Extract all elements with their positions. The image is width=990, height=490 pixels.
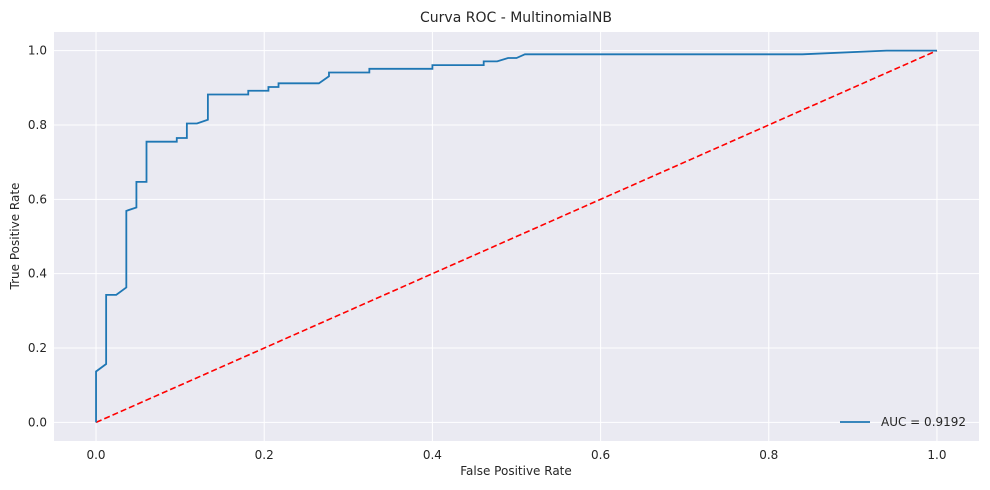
y-tick-label: 0.2	[28, 341, 47, 355]
y-axis-ticks: 0.0 0.2 0.4 0.6 0.8 1.0	[28, 44, 47, 430]
x-axis-label: False Positive Rate	[460, 464, 572, 478]
y-tick-label: 1.0	[28, 44, 47, 58]
x-tick-label: 0.8	[759, 448, 778, 462]
y-tick-label: 0.4	[28, 267, 47, 281]
chart-title: Curva ROC - MultinomialNB	[420, 10, 612, 26]
x-tick-label: 0.6	[591, 448, 610, 462]
grid	[54, 32, 979, 441]
x-tick-label: 1.0	[927, 448, 946, 462]
x-tick-label: 0.4	[423, 448, 442, 462]
y-tick-label: 0.8	[28, 118, 47, 132]
x-tick-label: 0.2	[255, 448, 274, 462]
x-tick-label: 0.0	[86, 448, 105, 462]
y-axis-label: True Positive Rate	[8, 183, 22, 291]
roc-curve-line	[95, 49, 937, 423]
legend: AUC = 0.9192	[840, 415, 966, 429]
y-tick-label: 0.0	[28, 415, 47, 429]
series-layer	[95, 49, 938, 424]
chance-diagonal-line	[95, 49, 938, 424]
legend-label-auc: AUC = 0.9192	[881, 415, 966, 429]
y-tick-label: 0.6	[28, 192, 47, 206]
x-axis-ticks: 0.0 0.2 0.4 0.6 0.8 1.0	[86, 448, 946, 462]
